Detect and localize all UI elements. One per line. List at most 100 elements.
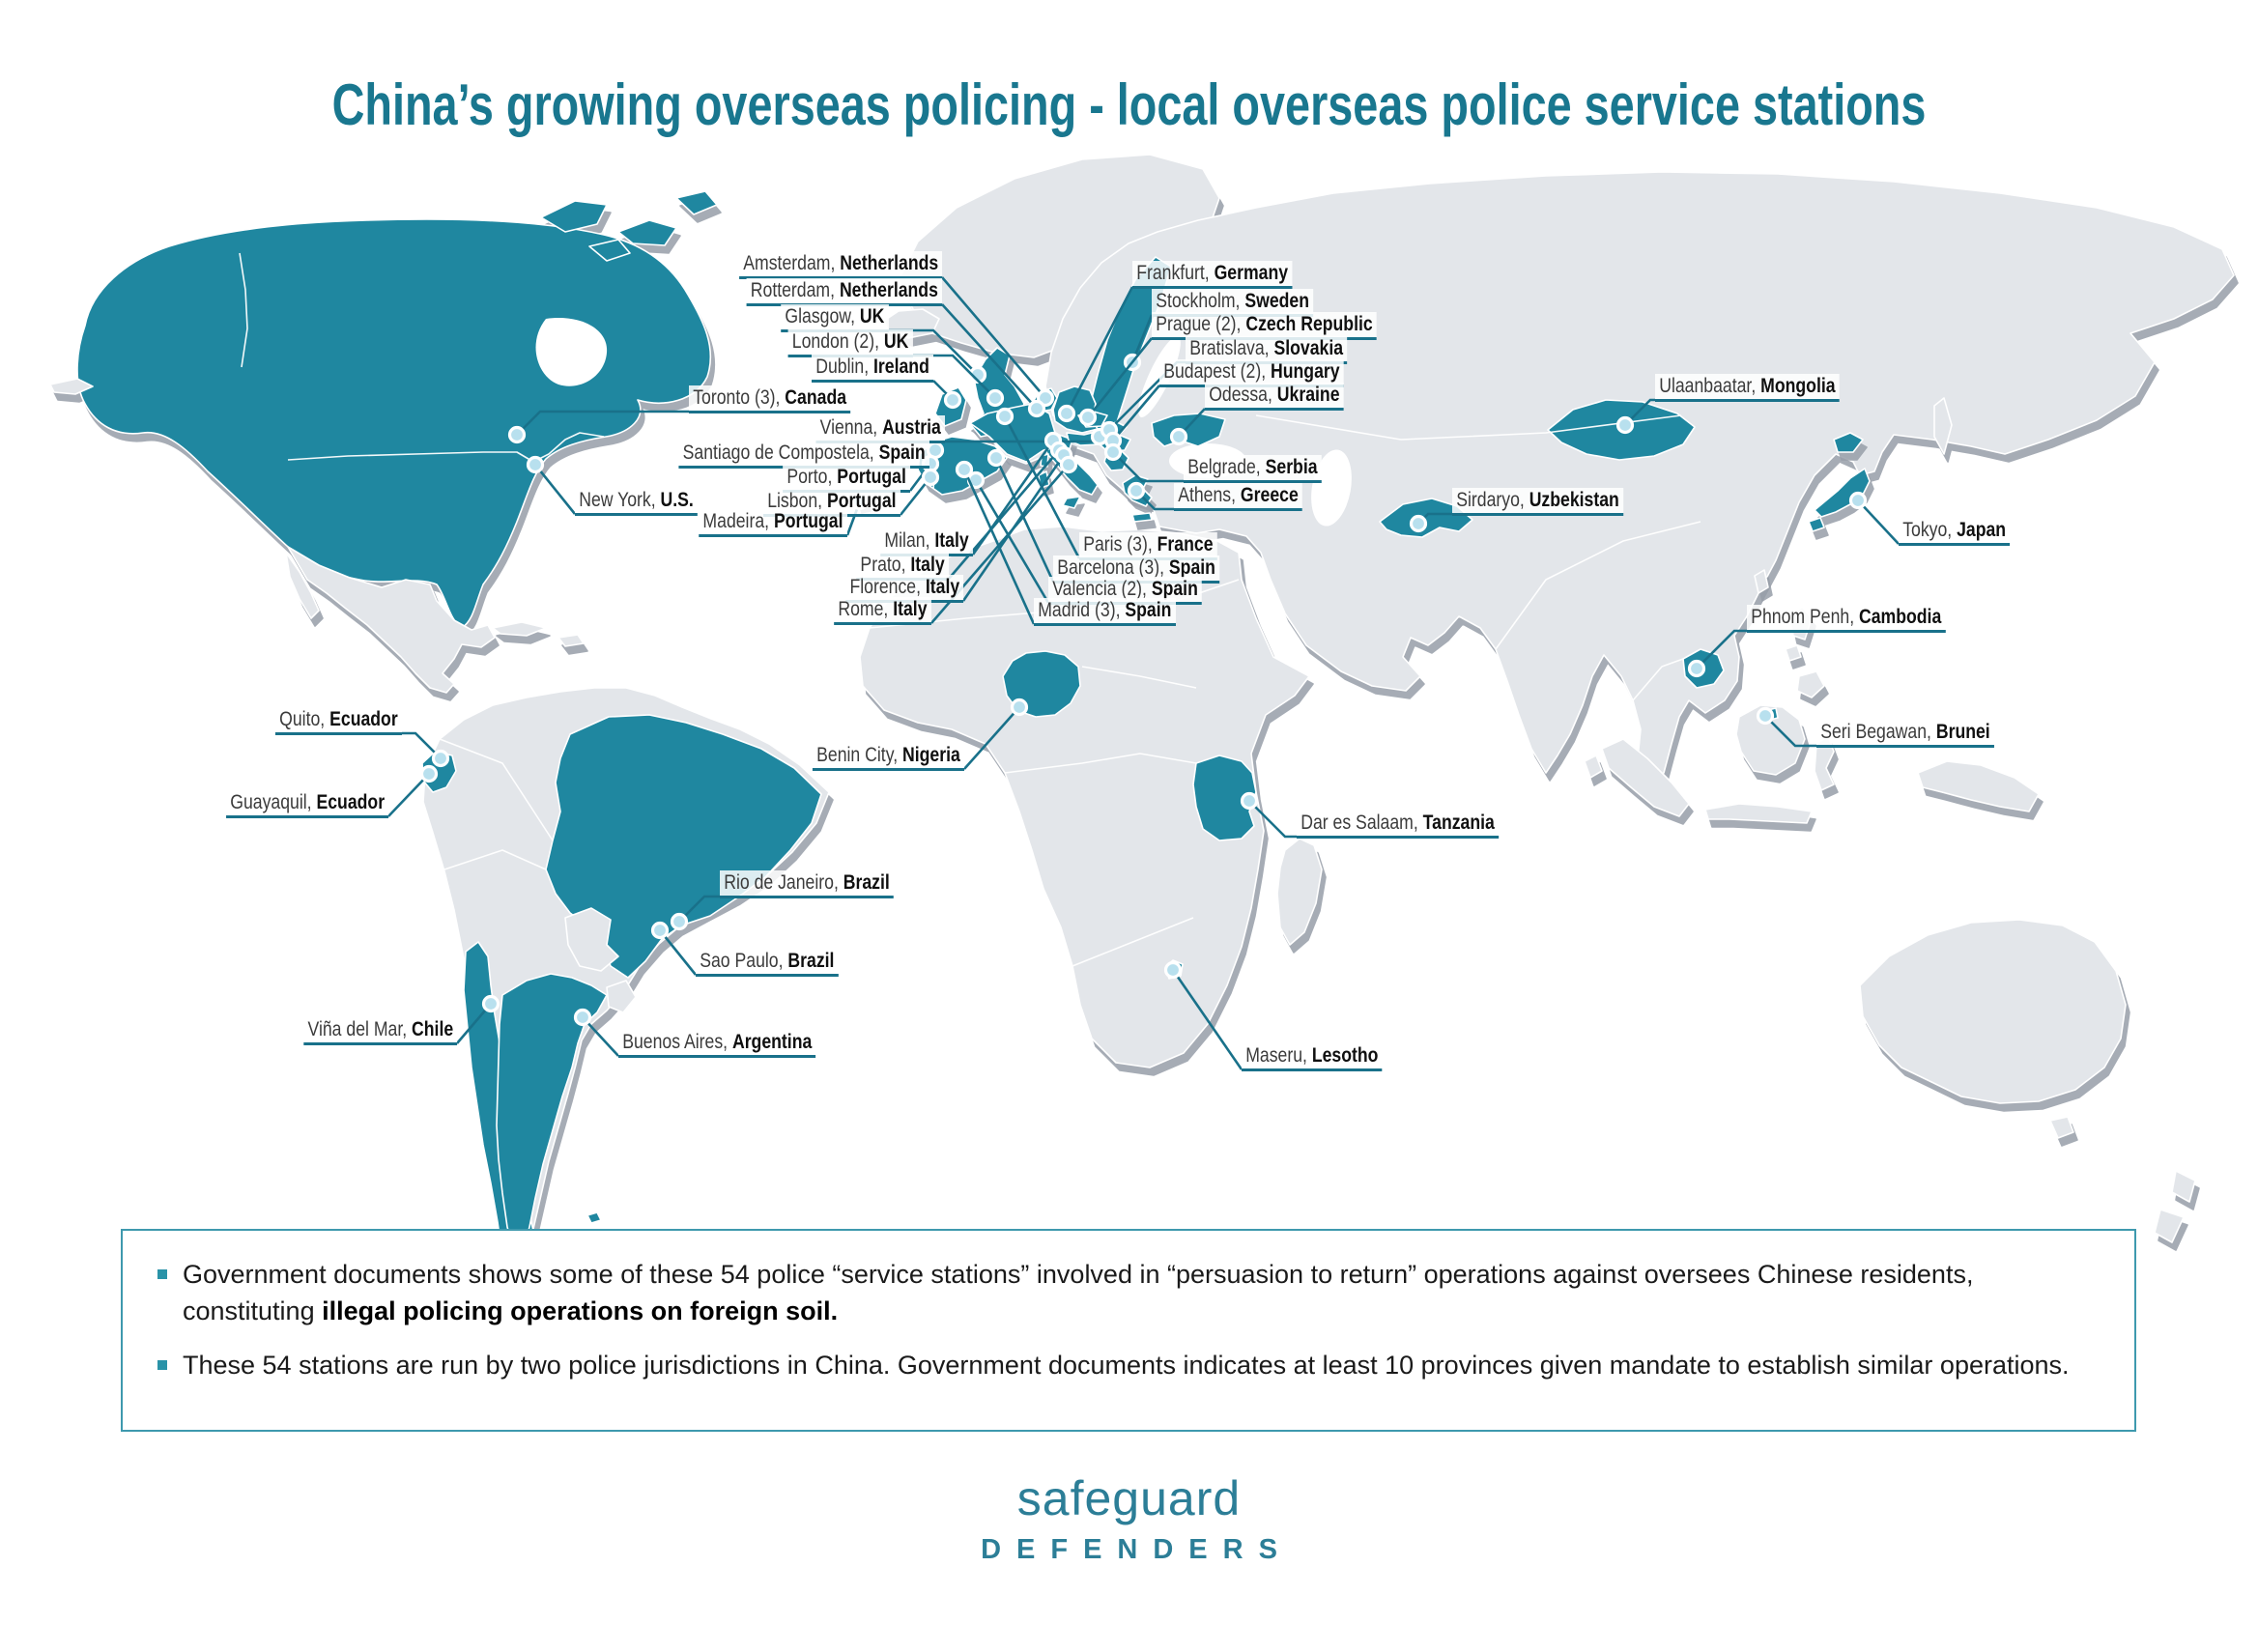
new-zealand: [2171, 1170, 2196, 1203]
station-city: Madrid (3),: [1038, 599, 1126, 621]
station-marker: [1409, 514, 1428, 533]
notes-list: Government documents shows some of these…: [157, 1256, 2100, 1383]
leader-line: [941, 303, 1038, 410]
station-city: Prague (2),: [1156, 313, 1246, 335]
station-country: Lesotho: [1311, 1044, 1379, 1067]
station-callout: Madrid (3), Spain: [1034, 598, 1176, 626]
station-callout: Toronto (3), Canada: [689, 385, 851, 413]
africa: [859, 526, 1310, 1068]
station-country: Italy: [910, 554, 945, 576]
japan-hokkaido: [1833, 432, 1864, 453]
station-city: Stockholm,: [1156, 290, 1245, 312]
station-country: Greece: [1240, 484, 1299, 506]
station-country: Cambodia: [1858, 606, 1942, 628]
station-marker: [995, 407, 1015, 426]
station-callout: Glasgow, UK: [781, 304, 889, 332]
station-city: Buenos Aires,: [622, 1031, 732, 1053]
station-marker: [1027, 399, 1046, 418]
page-title: China’s growing overseas policing - loca…: [331, 72, 1927, 137]
station-city: Florence,: [849, 576, 926, 598]
station-callout: Viña del Mar, Chile: [302, 1017, 457, 1045]
station-callout: Sao Paulo, Brazil: [696, 949, 839, 977]
station-city: Sirdaryo,: [1456, 489, 1529, 511]
station-city: Vienna,: [819, 416, 883, 439]
bullet-square-icon: [157, 1360, 167, 1370]
station-country: U.S.: [660, 489, 694, 511]
station-callout: Dublin, Ireland: [811, 355, 933, 383]
sri-lanka: [1584, 755, 1603, 779]
station-country: UK: [884, 330, 909, 353]
leader-line: [516, 410, 689, 436]
leader-layer: [387, 276, 1900, 1070]
java: [1704, 803, 1813, 824]
station-callout: Seri Begawan, Brunei: [1816, 720, 1994, 748]
station-city: Benin City,: [816, 744, 902, 766]
station-callout: Benin City, Nigeria: [812, 743, 964, 771]
station-country: Mongolia: [1760, 375, 1836, 397]
borneo: [1735, 704, 1806, 776]
station-city: London (2),: [792, 330, 885, 353]
station-marker: [1010, 698, 1029, 717]
station-callout: Ulaanbaatar, Mongolia: [1655, 374, 1840, 402]
station-marker: [986, 388, 1005, 408]
aleutians: [49, 378, 94, 395]
arctic-islands: [540, 200, 608, 233]
station-callout: Athens, Greece: [1174, 483, 1302, 511]
station-marker: [526, 455, 545, 474]
station-city: Rotterdam,: [750, 279, 840, 301]
station-country: Ecuador: [329, 708, 398, 730]
notes-box: Government documents shows some of these…: [121, 1229, 2136, 1432]
station-marker: [1078, 408, 1098, 427]
station-callout: Tokyo, Japan: [1899, 518, 2011, 546]
leader-line: [1003, 415, 1081, 559]
madagascar: [1276, 838, 1323, 946]
station-country: Ecuador: [316, 791, 385, 813]
station-callout: Frankfurt, Germany: [1132, 261, 1293, 289]
station-city: Ulaanbaatar,: [1659, 375, 1761, 397]
station-city: Amsterdam,: [742, 252, 840, 274]
station-country: Netherlands: [839, 279, 938, 301]
station-country: Spain: [1151, 578, 1198, 600]
station-marker: [1059, 455, 1078, 474]
station-city: Toronto (3),: [693, 386, 786, 409]
station-callout: Quito, Ecuador: [275, 707, 402, 735]
station-country: Brazil: [843, 871, 890, 894]
station-marker: [650, 921, 670, 940]
station-country: Brunei: [1935, 721, 1990, 743]
mexico-central-america: [287, 546, 496, 694]
argentina: [496, 973, 608, 1252]
station-callout: Phnom Penh, Cambodia: [1747, 605, 1946, 633]
station-country: Ireland: [872, 356, 929, 378]
note-item: Government documents shows some of these…: [157, 1256, 2100, 1329]
station-city: Rio de Janeiro,: [724, 871, 843, 894]
station-country: Serbia: [1265, 456, 1318, 478]
station-city: Seri Begawan,: [1820, 721, 1936, 743]
station-city: Maseru,: [1245, 1044, 1312, 1067]
station-city: Milan,: [884, 529, 935, 552]
station-marker: [1103, 442, 1123, 462]
station-city: Budapest (2),: [1163, 360, 1272, 383]
station-marker: [1848, 491, 1868, 510]
station-city: Odessa,: [1209, 384, 1277, 406]
station-country: Uzbekistan: [1529, 489, 1619, 511]
bullet-square-icon: [157, 1269, 167, 1279]
leader-line: [387, 773, 430, 817]
station-country: Nigeria: [901, 744, 960, 766]
station-country: Japan: [1957, 519, 2007, 541]
leader-line: [1112, 451, 1184, 483]
station-callout: Belgrade, Serbia: [1184, 455, 1322, 483]
uzbekistan: [1379, 498, 1473, 538]
station-marker: [419, 764, 439, 783]
crete: [1131, 512, 1153, 523]
station-country: Portugal: [837, 466, 906, 488]
station-city: Rome,: [838, 598, 894, 620]
leader-line: [1696, 629, 1747, 669]
sicily: [1062, 496, 1081, 509]
station-country: Brazil: [787, 950, 835, 972]
station-city: Belgrade,: [1187, 456, 1266, 478]
station-callout: Madeira, Portugal: [699, 509, 847, 537]
station-country: Spain: [1125, 599, 1172, 621]
note-item: These 54 stations are run by two police …: [157, 1347, 2100, 1383]
station-callout: Maseru, Lesotho: [1242, 1043, 1383, 1071]
station-country: Spain: [1168, 556, 1215, 579]
